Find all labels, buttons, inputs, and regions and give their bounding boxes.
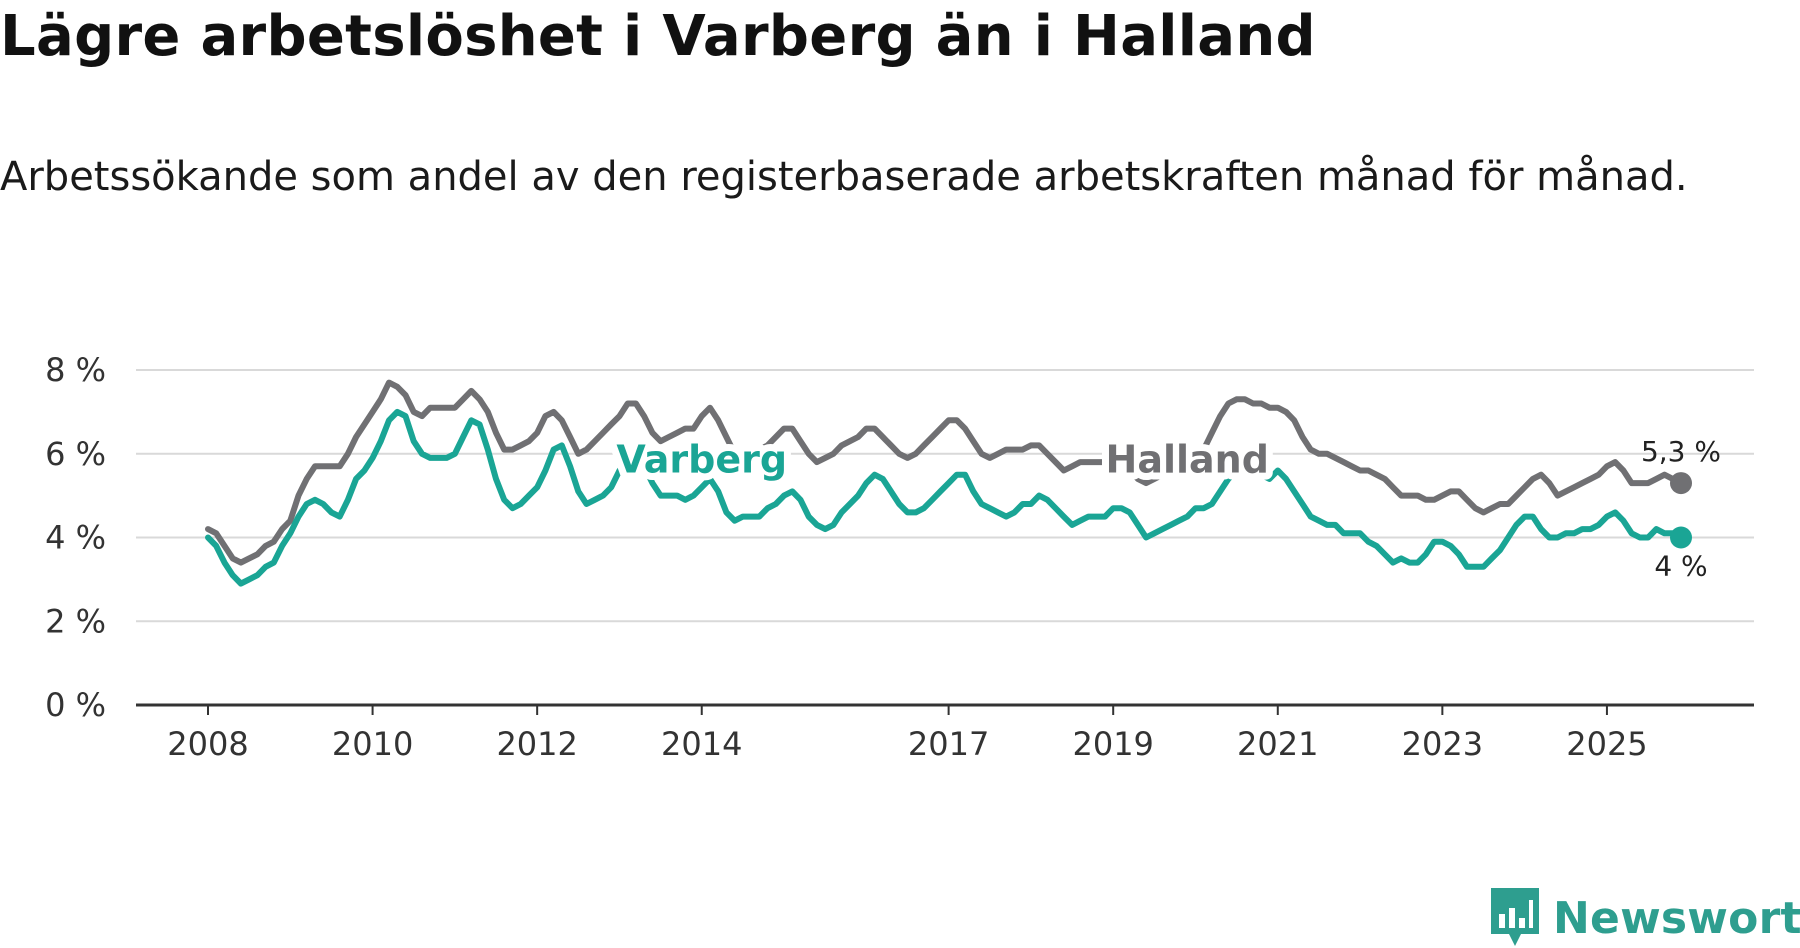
x-tick-label: 2023 [1402,725,1483,763]
y-tick-label: 2 % [45,602,106,640]
end-marker-varberg [1670,526,1692,549]
y-tick-label: 8 % [45,351,106,389]
chart-title: Lägre arbetslöshet i Varberg än i Hallan… [0,4,1316,69]
axes: 0 % 2 % 4 % 6 % 8 % 2008 2010 2012 2014 2017 2019 2… [45,351,1754,763]
y-tick-label: 4 % [45,519,106,557]
series-label-halo-varberg: Varberg [616,438,787,482]
x-tick-label: 2008 [167,725,248,763]
line-chart: 0 % 2 % 4 % 6 % 8 % 2008 2010 2012 2014 2017 2019 2… [45,351,1754,763]
y-tick-label: 0 % [45,686,106,724]
series-label-halo-halland: Halland [1106,438,1269,482]
gridlines [136,369,1754,623]
end-marker-halland [1670,472,1692,495]
end-value-label-varberg: 4 % [1654,550,1707,583]
series-lines [205,379,1692,587]
x-tick-label: 2012 [496,725,577,763]
x-tick-label: 2021 [1237,725,1318,763]
series-label-varberg: Varberg [616,438,787,482]
y-tick-label: 6 % [45,435,106,473]
chart-subtitle: Arbetssökande som andel av den registerb… [0,154,1688,200]
x-tick-label: 2014 [661,725,742,763]
end-value-label-halland: 5,3 % [1641,435,1721,468]
series-line-halland [205,379,1684,566]
series-label-halland: Halland [1106,438,1269,482]
x-tick-label: 2017 [908,725,989,763]
newsworthy-logo: Newsworthy [1491,888,1800,948]
x-tick-label: 2019 [1072,725,1153,763]
newsworthy-logo-text: Newsworthy [1553,892,1800,944]
x-tick-label: 2010 [332,725,413,763]
series-line-varberg [205,408,1684,587]
newsworthy-bar-chart-icon [1491,888,1539,946]
x-tick-label: 2025 [1566,725,1647,763]
